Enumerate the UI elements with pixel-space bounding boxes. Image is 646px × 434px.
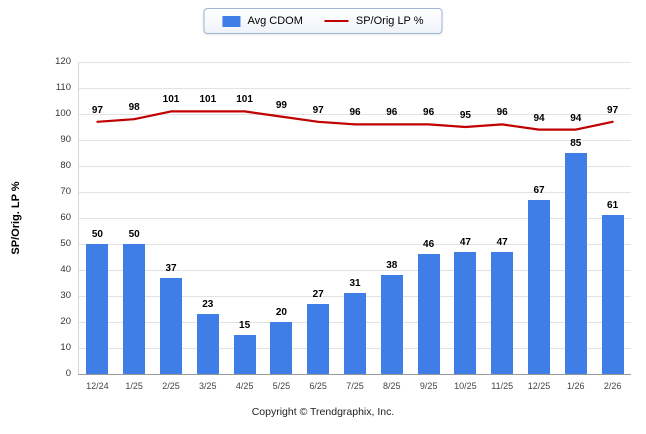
- y-axis-tick-label: 30: [60, 290, 71, 301]
- line-value-label: 95: [459, 110, 471, 121]
- y-axis-tick-label: 50: [60, 238, 71, 249]
- bar-value-label: 50: [91, 229, 103, 240]
- y-axis-tick-label: 20: [60, 316, 71, 327]
- bar: [601, 215, 624, 374]
- bar: [454, 251, 477, 374]
- line-series-swatch-icon: [324, 20, 349, 22]
- bar: [196, 314, 219, 374]
- gridline: [79, 114, 631, 115]
- legend-label-avg-cdom: Avg CDOM: [247, 15, 303, 27]
- legend-label-sp-orig-lp: SP/Orig LP %: [355, 15, 424, 27]
- gridline: [79, 62, 631, 63]
- bar: [270, 322, 293, 374]
- bar: [233, 335, 256, 374]
- bar: [528, 199, 550, 374]
- x-axis-tick-label: 3/25: [199, 381, 217, 391]
- line-value-label: 101: [162, 94, 180, 106]
- x-axis-tick-label: 8/25: [383, 381, 401, 391]
- bar-value-label: 23: [202, 299, 214, 311]
- x-axis-tick-label: 4/25: [235, 381, 254, 391]
- line-value-label: 96: [386, 107, 398, 119]
- gridline: [79, 140, 631, 141]
- bar-series-swatch-icon: [222, 15, 241, 27]
- bar-value-label: 47: [496, 236, 508, 248]
- bar: [417, 254, 440, 374]
- bar: [123, 244, 146, 374]
- x-axis-tick-label: 12/25: [527, 381, 551, 391]
- y-axis-tick-label: 120: [55, 56, 71, 67]
- x-axis-tick-label: 1/26: [567, 381, 585, 391]
- line-value-label: 98: [128, 102, 140, 114]
- y-axis-tick-label: 90: [60, 134, 71, 145]
- copyright-text: Copyright © Trendgraphix, Inc.: [251, 406, 395, 418]
- bar: [160, 277, 182, 374]
- bar-value-label: 50: [128, 229, 140, 240]
- x-axis-tick-label: 12/24: [86, 381, 109, 391]
- line-value-label: 101: [199, 94, 217, 106]
- y-axis-tick-label: 110: [55, 82, 71, 93]
- bar-value-label: 37: [165, 262, 177, 274]
- gridline: [79, 192, 631, 193]
- bar-value-label: 85: [570, 138, 582, 149]
- y-axis-tick-label: 10: [60, 342, 71, 353]
- y-axis-tick-label: 0: [65, 368, 71, 379]
- y-axis-tick-label: 70: [60, 186, 71, 197]
- line-value-label: 101: [236, 94, 253, 106]
- x-axis-tick-label: 9/25: [419, 381, 438, 391]
- bar-value-label: 46: [423, 239, 435, 251]
- x-axis-tick-label: 1/25: [125, 381, 143, 391]
- y-axis-tick-label: 60: [60, 212, 71, 223]
- legend-item-avg-cdom: Avg CDOM: [222, 15, 303, 27]
- line-value-label: 97: [312, 104, 324, 116]
- gridline: [79, 166, 631, 167]
- bar: [344, 293, 366, 374]
- line-value-label: 94: [533, 112, 545, 124]
- plot-area: 0 10 20 30 40 50 60 70 80 90 100 110 120 12/24 50 97 1/2…: [55, 56, 631, 391]
- x-axis-tick-label: 10/25: [454, 381, 477, 391]
- line-value-label: 97: [91, 104, 103, 116]
- x-axis-tick-label: 2/26: [603, 381, 622, 391]
- line-value-label: 97: [607, 104, 619, 116]
- bar: [380, 275, 403, 374]
- y-axis-title: SP/Orig. LP %: [10, 181, 22, 255]
- x-axis-tick-label: 2/25: [162, 381, 180, 391]
- legend-item-sp-orig-lp: SP/Orig LP %: [324, 15, 424, 27]
- bar: [564, 153, 587, 374]
- line-value-label: 99: [275, 99, 287, 111]
- bar-value-label: 67: [533, 184, 545, 196]
- bar-value-label: 61: [607, 200, 619, 212]
- line-value-label: 96: [349, 107, 361, 119]
- gridline: [79, 218, 631, 219]
- x-axis-tick-label: 6/25: [309, 381, 327, 391]
- x-axis-tick-label: 7/25: [346, 381, 364, 391]
- trend-line: [96, 110, 614, 131]
- bar-value-label: 47: [459, 236, 471, 248]
- bar: [307, 303, 330, 374]
- y-axis-tick-label: 80: [60, 160, 71, 171]
- line-value-label: 96: [423, 107, 435, 119]
- x-axis-tick-label: 5/25: [272, 381, 291, 391]
- gridline: [79, 244, 631, 245]
- bar-value-label: 38: [386, 260, 398, 272]
- bar: [86, 244, 109, 374]
- gridline: [79, 88, 631, 89]
- y-axis-tick-label: 100: [55, 108, 71, 119]
- line-value-label: 94: [570, 112, 582, 124]
- x-axis-tick-label: 11/25: [491, 381, 514, 391]
- bar-value-label: 15: [239, 320, 251, 331]
- bar: [491, 251, 514, 374]
- line-value-label: 96: [496, 107, 508, 119]
- bar-value-label: 27: [312, 288, 324, 300]
- y-axis-tick-label: 40: [60, 264, 71, 275]
- legend: Avg CDOM SP/Orig LP %: [203, 8, 443, 34]
- bar-value-label: 31: [349, 278, 361, 290]
- gridline: [79, 270, 631, 271]
- bar-value-label: 20: [275, 307, 287, 318]
